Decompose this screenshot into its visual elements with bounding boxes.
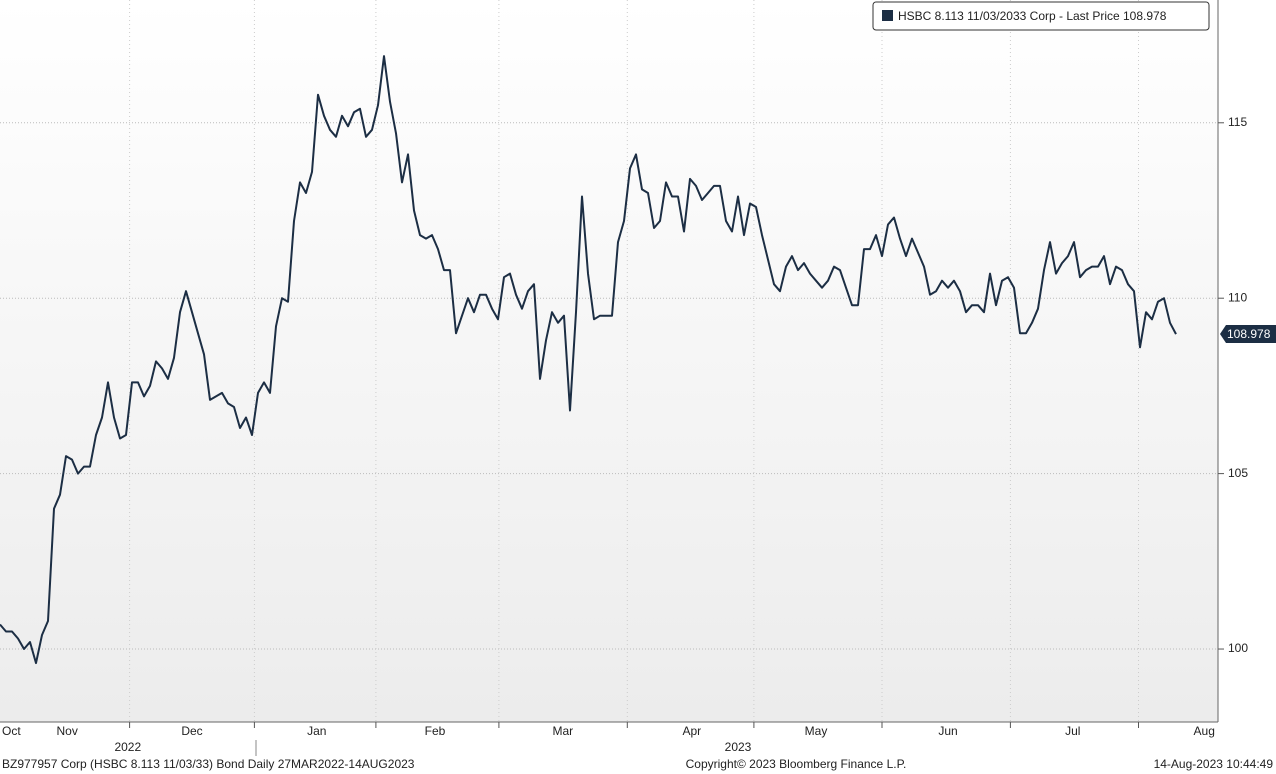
y-tick-label: 110 [1228, 290, 1247, 304]
x-tick-label: Jun [938, 724, 957, 738]
footer-right: 14-Aug-2023 10:44:49 [1154, 757, 1274, 771]
x-tick-label: Apr [682, 724, 701, 738]
plot-area [0, 0, 1218, 722]
legend-swatch [882, 10, 893, 21]
y-tick-label: 100 [1228, 641, 1248, 655]
year-label: 2023 [725, 740, 752, 754]
last-price-tag [1220, 325, 1276, 344]
x-tick-label: Aug [1194, 724, 1215, 738]
x-tick-label: Oct [2, 724, 21, 738]
x-tick-label: May [805, 724, 828, 738]
x-tick-label: Nov [57, 724, 78, 738]
x-tick-label: Dec [181, 724, 202, 738]
y-tick-label: 105 [1228, 466, 1248, 480]
footer-center: Copyright© 2023 Bloomberg Finance L.P. [686, 757, 907, 771]
year-label: 2022 [114, 740, 141, 754]
line-series [0, 55, 1177, 665]
footer-left: BZ977957 Corp (HSBC 8.113 11/03/33) Bond… [2, 757, 415, 771]
legend-label: HSBC 8.113 11/03/2033 Corp - Last Price … [898, 9, 1167, 23]
x-tick-label: Jul [1065, 724, 1080, 738]
x-tick-label: Mar [552, 724, 573, 738]
last-price-label: 108.978 [1227, 327, 1271, 341]
legend: HSBC 8.113 11/03/2033 Corp - Last Price … [872, 1, 1210, 31]
x-tick-label: Feb [425, 724, 446, 738]
x-tick-label: Jan [307, 724, 326, 738]
legend-box [872, 1, 1210, 31]
y-tick-label: 115 [1228, 115, 1247, 129]
